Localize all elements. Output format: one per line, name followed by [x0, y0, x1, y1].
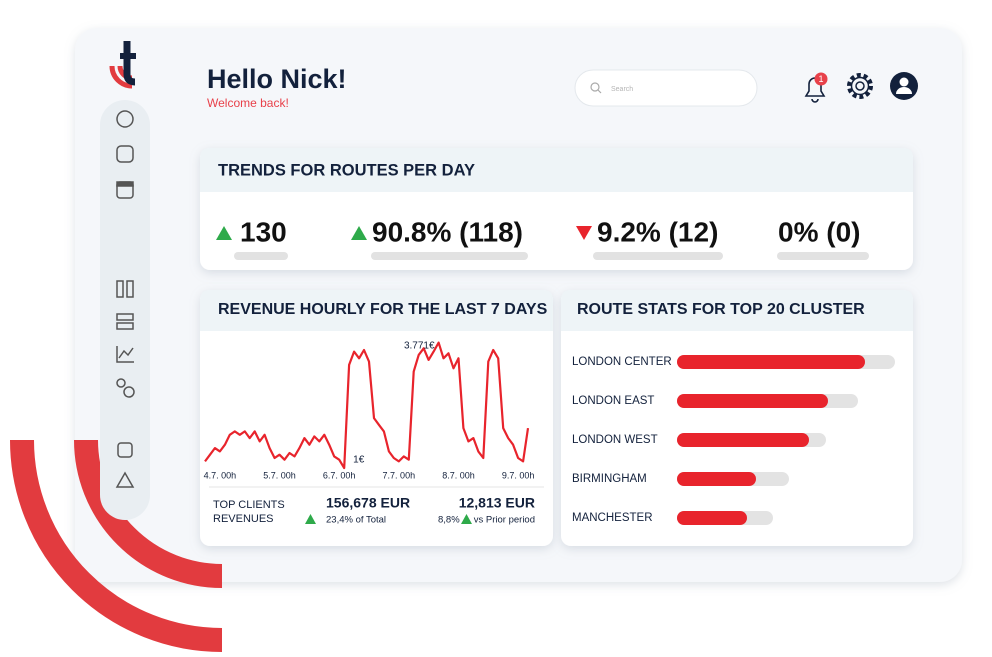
x-tick-label: 8.7. 00h: [442, 470, 475, 480]
nav-icon[interactable]: [116, 145, 134, 163]
up-arrow: [305, 514, 316, 524]
card-title: TRENDS FOR ROUTES PER DAY: [218, 161, 475, 179]
x-tick-label: 6.7. 00h: [323, 470, 356, 480]
up-arrow: [461, 514, 472, 524]
welcome: Welcome back!: [207, 96, 289, 110]
avatar[interactable]: [890, 72, 918, 100]
card-header: [200, 290, 553, 331]
up-arrow: [216, 226, 232, 240]
revenue-line: [204, 341, 530, 470]
x-tick-label: 9.7. 00h: [502, 470, 535, 480]
route-label: LONDON EAST: [572, 395, 654, 407]
logo: [109, 41, 136, 89]
sidebar-icons: [115, 110, 135, 488]
search-icon: [597, 89, 602, 94]
nav-icon[interactable]: [115, 471, 135, 488]
bar: [677, 355, 865, 369]
placeholder-bars: [234, 252, 869, 260]
up-arrow: [351, 226, 367, 240]
down-arrow: [576, 226, 592, 240]
bar: [677, 472, 756, 486]
annotation: 3.771€: [404, 340, 435, 351]
footer-label: TOP CLIENTS: [213, 499, 285, 511]
greeting: Hello Nick!: [207, 64, 347, 94]
route-label: MANCHESTER: [572, 512, 653, 524]
prior-note: vs Prior period: [474, 515, 535, 526]
decor-arc: [10, 439, 223, 652]
trend-value: 90.8% (118): [372, 216, 523, 247]
sidebar: [100, 100, 150, 520]
decor-arc: [74, 439, 223, 588]
card-header: [200, 148, 913, 192]
x-tick-label: 7.7. 00h: [383, 470, 416, 480]
nav-icon[interactable]: [116, 280, 134, 298]
nav-icon[interactable]: [116, 378, 135, 398]
settings-icon[interactable]: [847, 73, 873, 99]
total-value: 156,678 EUR: [326, 495, 410, 511]
nav-icon[interactable]: [116, 346, 134, 363]
route-label: LONDON CENTER: [572, 356, 672, 368]
notification-count: 1: [818, 74, 823, 84]
nav-icon[interactable]: [116, 110, 134, 128]
trend-value: 0% (0): [778, 216, 860, 247]
card-title: REVENUE HOURLY FOR THE LAST 7 DAYS: [218, 301, 548, 318]
x-tick-label: 4.7. 00h: [204, 470, 237, 480]
annotation: 1€: [353, 455, 365, 466]
trend-value: 130: [240, 216, 287, 247]
notification-badge: [814, 72, 828, 86]
bar: [677, 394, 828, 408]
nav-icon[interactable]: [116, 313, 134, 330]
search-icon: [590, 82, 600, 92]
bar: [677, 511, 747, 525]
nav-icon[interactable]: [116, 181, 134, 199]
bar: [677, 433, 809, 447]
footer-label: REVENUES: [213, 513, 274, 525]
total-note: 23,4% of Total: [326, 515, 386, 526]
revenue-card: [200, 290, 553, 546]
route-card: [561, 290, 913, 546]
card-title: ROUTE STATS FOR TOP 20 CLUSTER: [577, 301, 865, 318]
search-placeholder: Search: [611, 86, 633, 93]
route-label: BIRMINGHAM: [572, 473, 647, 485]
card-header: [561, 290, 913, 331]
x-tick-label: 5.7. 00h: [263, 470, 296, 480]
route-label: LONDON WEST: [572, 434, 658, 446]
prior-value: 12,813 EUR: [459, 495, 535, 511]
nav-icon[interactable]: [117, 442, 133, 458]
search-box[interactable]: [574, 69, 758, 107]
prior-change: 8,8%: [438, 515, 460, 526]
trend-value: 9.2% (12): [597, 216, 718, 247]
